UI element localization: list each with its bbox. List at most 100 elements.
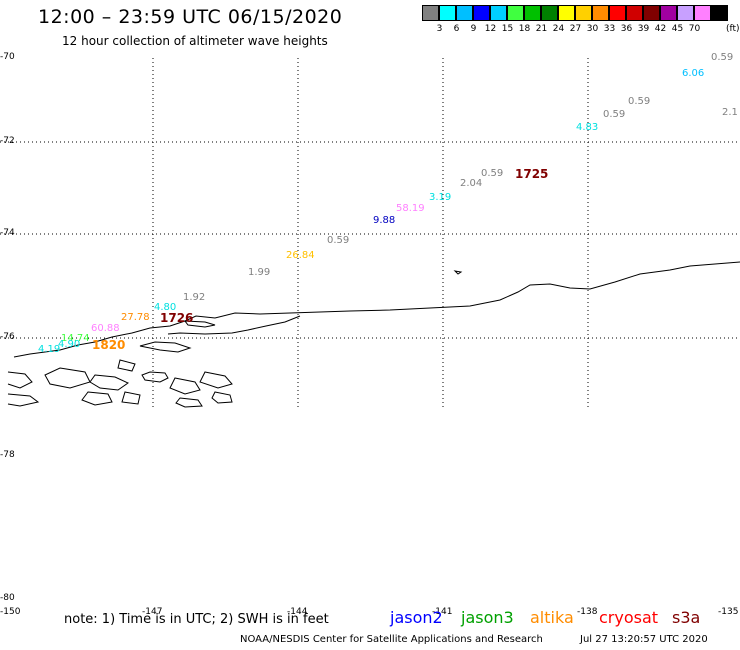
small-island	[453, 270, 463, 275]
wave-height-label: 6.06	[682, 68, 705, 79]
island-contour-8	[199, 371, 233, 389]
island-contour-10	[7, 393, 40, 407]
color-scale-label: 18	[518, 24, 531, 34]
color-scale-swatch	[439, 5, 456, 21]
wave-height-label: 0.59	[628, 96, 651, 107]
color-scale-label: 30	[586, 24, 599, 34]
lon-label: -144	[287, 607, 308, 617]
color-scale-swatch	[592, 5, 609, 21]
map-subtitle: 12 hour collection of altimeter wave hei…	[62, 34, 328, 48]
satellite-name: altika	[530, 608, 574, 627]
wave-height-label: 27.78	[121, 312, 150, 323]
footer-note: note: 1) Time is in UTC; 2) SWH is in fe…	[64, 612, 329, 627]
color-scale-label: 36	[620, 24, 633, 34]
island-contour-4	[117, 359, 136, 372]
wave-height-label: 0.59	[603, 109, 626, 120]
wave-height-label: 2.04	[460, 178, 483, 189]
color-scale-swatch	[677, 5, 694, 21]
wave-height-label: 1726	[160, 311, 194, 325]
scale-unit-label: (ft)	[726, 24, 740, 34]
wave-height-label: 4.90	[58, 339, 81, 350]
map-title: 12:00 – 23:59 UTC 06/15/2020	[38, 6, 343, 28]
color-scale-label: 9	[470, 24, 477, 34]
island-contour-11	[81, 391, 113, 406]
color-scale-swatch	[524, 5, 541, 21]
color-scale-swatch	[473, 5, 490, 21]
credit-text: NOAA/NESDIS Center for Satellite Applica…	[240, 634, 543, 645]
color-scale-label: 45	[671, 24, 684, 34]
wave-height-label: 4.80	[154, 302, 177, 313]
color-scale-swatch	[711, 5, 728, 21]
lat-label: -72	[0, 136, 15, 146]
lon-label: -150	[0, 607, 21, 617]
wave-height-label: 26.84	[286, 250, 315, 261]
lat-label: -80	[0, 593, 15, 603]
island-contour-14	[211, 391, 233, 404]
color-scale-swatch	[694, 5, 711, 21]
ice-shelf-edge	[13, 261, 740, 358]
wave-height-label: 4.19	[38, 344, 61, 355]
wave-height-label: 1.99	[248, 267, 271, 278]
color-scale-label: 24	[552, 24, 565, 34]
wave-height-label: 0.59	[327, 235, 350, 246]
island-contour-2	[139, 341, 192, 353]
lon-label: -135	[718, 607, 739, 617]
color-scale-label: 3	[436, 24, 443, 34]
color-scale-swatch	[575, 5, 592, 21]
wave-height-label: 1725	[515, 167, 549, 181]
color-scale-label: 15	[501, 24, 514, 34]
lat-label: -76	[0, 332, 15, 342]
color-scale-swatch	[660, 5, 677, 21]
color-scale-swatch	[626, 5, 643, 21]
wave-height-label: 14.74	[61, 333, 90, 344]
coast-inner-contour	[167, 315, 301, 335]
satellite-name: jason3	[461, 608, 514, 627]
color-scale-label: 27	[569, 24, 582, 34]
color-scale-swatch	[643, 5, 660, 21]
color-scale-label: 33	[603, 24, 616, 34]
color-scale-swatch	[541, 5, 558, 21]
graticule-grid	[0, 58, 740, 407]
color-scale-label: 21	[535, 24, 548, 34]
color-scale-label: 70	[688, 24, 701, 34]
lat-label: -70	[0, 52, 15, 62]
color-scale-swatch	[490, 5, 507, 21]
island-contour-13	[175, 397, 203, 408]
wave-height-label: 58.19	[396, 203, 425, 214]
color-scale-label: 39	[637, 24, 650, 34]
island-contour-12	[121, 391, 141, 405]
lat-label: -74	[0, 228, 15, 238]
wave-height-label: 9.88	[373, 215, 396, 226]
color-scale-swatch	[422, 5, 439, 21]
island-contour-7	[169, 377, 201, 395]
color-scale-swatch	[507, 5, 524, 21]
lat-label: -78	[0, 450, 15, 460]
color-scale-swatch	[558, 5, 575, 21]
satellite-name: jason2	[390, 608, 443, 627]
wave-height-label: 2.1	[722, 107, 738, 118]
lon-label: -138	[577, 607, 598, 617]
wave-height-label: 0.59	[711, 52, 734, 63]
island-contour-1	[183, 320, 216, 328]
wave-height-label: 1820	[92, 338, 126, 352]
satellite-name: cryosat	[599, 608, 659, 627]
color-scale-swatch	[609, 5, 626, 21]
satellite-name: s3a	[672, 608, 701, 627]
wave-height-label: 3.19	[429, 192, 452, 203]
island-contour-5	[89, 374, 129, 391]
color-scale-label: 12	[484, 24, 497, 34]
coastline	[7, 261, 740, 408]
wave-height-label: 60.88	[91, 323, 120, 334]
island-contour-3	[141, 371, 169, 383]
lon-label: -147	[142, 607, 163, 617]
wave-height-label: 4.83	[576, 122, 599, 133]
lon-label: -141	[432, 607, 453, 617]
color-scale-label: 42	[654, 24, 667, 34]
island-contour-6	[44, 367, 91, 389]
wave-height-label: 1.92	[183, 292, 206, 303]
wave-height-label: 0.59	[481, 168, 504, 179]
island-contour-9	[7, 371, 33, 389]
generation-timestamp: Jul 27 13:20:57 UTC 2020	[580, 634, 708, 645]
color-scale-label: 6	[453, 24, 460, 34]
